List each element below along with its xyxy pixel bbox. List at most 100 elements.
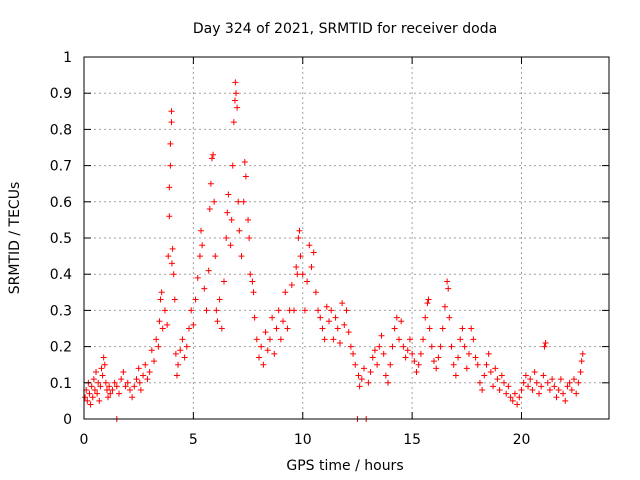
data-point <box>382 372 389 379</box>
data-point <box>294 271 301 278</box>
data-point <box>241 158 248 165</box>
data-point <box>84 397 91 404</box>
data-point <box>291 307 297 314</box>
data-point <box>249 278 256 285</box>
data-point <box>321 336 328 343</box>
data-point <box>439 325 446 332</box>
data-point <box>140 372 147 379</box>
data-point <box>487 368 494 375</box>
data-point <box>175 361 182 368</box>
data-point <box>417 350 424 357</box>
data-point <box>560 390 567 397</box>
data-point <box>435 354 442 361</box>
data-point <box>505 383 512 390</box>
data-point <box>334 325 341 332</box>
data-point <box>120 368 127 375</box>
data-point <box>400 343 407 350</box>
data-point <box>433 365 440 372</box>
data-point <box>211 198 218 205</box>
axis-ticks: 00.10.20.30.40.50.60.70.80.910 5 10 15 20 <box>50 50 609 448</box>
data-point <box>168 119 175 126</box>
data-point <box>229 162 236 169</box>
y-tick-label: 0.5 <box>50 231 72 247</box>
data-point <box>573 390 580 397</box>
data-point <box>224 209 231 216</box>
data-point <box>250 289 257 296</box>
data-point <box>133 376 140 383</box>
y-tick-label: 0.1 <box>50 376 72 392</box>
data-point <box>466 350 472 357</box>
chart-grid <box>84 57 609 419</box>
data-point <box>256 354 262 361</box>
data-point <box>367 368 374 375</box>
y-tick-label: 0.7 <box>50 159 72 175</box>
data-point <box>136 379 143 386</box>
data-point <box>498 372 505 379</box>
data-point <box>198 227 205 234</box>
data-point <box>118 376 125 383</box>
data-point <box>159 325 166 332</box>
data-point <box>161 307 168 314</box>
data-point <box>165 253 172 260</box>
data-point <box>308 263 315 270</box>
data-point <box>230 119 237 126</box>
data-point <box>483 361 490 368</box>
data-point <box>157 296 164 303</box>
data-point <box>177 347 184 354</box>
data-point <box>223 235 230 241</box>
data-point <box>299 271 306 278</box>
data-point <box>511 390 518 397</box>
data-point <box>122 383 129 390</box>
data-point <box>332 314 339 321</box>
data-point <box>371 347 378 354</box>
data-point <box>105 394 112 401</box>
data-point <box>102 379 109 386</box>
y-tick-label: 0 <box>63 412 72 428</box>
data-point <box>251 314 258 321</box>
data-point <box>544 379 551 386</box>
data-point <box>356 383 363 390</box>
data-point <box>208 155 215 162</box>
data-point <box>387 361 394 368</box>
data-point <box>445 285 452 292</box>
data-point <box>306 242 313 249</box>
data-point <box>269 314 276 321</box>
data-point <box>216 296 223 303</box>
data-point <box>577 368 584 375</box>
data-point <box>461 343 468 350</box>
data-point <box>568 387 575 394</box>
data-point <box>179 336 186 343</box>
data-point <box>415 361 422 368</box>
data-point <box>277 336 284 343</box>
data-point <box>181 354 188 361</box>
data-point <box>288 282 295 289</box>
data-point <box>91 387 98 394</box>
data-point <box>186 325 192 332</box>
data-point <box>352 361 359 368</box>
data-point <box>444 278 451 285</box>
data-point <box>137 387 144 394</box>
data-point <box>167 162 174 169</box>
data-point <box>280 318 287 325</box>
data-point <box>103 387 110 394</box>
data-point <box>347 343 354 350</box>
data-point <box>172 350 179 357</box>
data-point <box>345 329 352 336</box>
x-tick-label: 15 <box>403 432 421 448</box>
data-point <box>448 343 455 350</box>
data-point <box>235 198 242 205</box>
data-point <box>564 383 571 390</box>
data-point <box>330 336 337 343</box>
data-point <box>409 350 416 357</box>
y-tick-label: 1 <box>63 50 72 66</box>
data-point <box>323 303 330 310</box>
data-point <box>171 296 178 303</box>
data-point <box>562 397 569 404</box>
data-point <box>326 318 332 325</box>
data-point <box>494 376 501 383</box>
data-point <box>101 361 108 368</box>
data-point <box>87 401 94 408</box>
data-points <box>82 79 586 422</box>
data-point <box>470 336 477 343</box>
data-point <box>236 227 243 234</box>
